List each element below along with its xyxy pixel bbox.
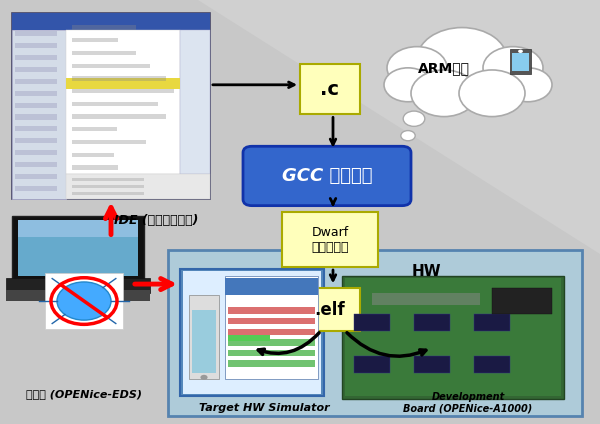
Bar — [180, 269, 324, 396]
Bar — [345, 278, 561, 396]
Circle shape — [57, 282, 111, 320]
Bar — [300, 288, 360, 331]
Bar — [228, 350, 315, 356]
Circle shape — [401, 131, 415, 141]
Text: 디버거 (OPENice-EDS): 디버거 (OPENice-EDS) — [26, 388, 142, 399]
Text: HW: HW — [411, 264, 441, 279]
Circle shape — [504, 68, 552, 102]
Bar — [72, 38, 158, 42]
Bar — [72, 185, 144, 188]
Bar — [15, 114, 57, 120]
Bar — [15, 55, 57, 60]
Text: Target HW Simulator: Target HW Simulator — [199, 403, 329, 413]
Polygon shape — [198, 0, 600, 254]
Text: GCC 컴파일러: GCC 컴파일러 — [282, 167, 372, 185]
Text: Dwarf
디버깅정보: Dwarf 디버깅정보 — [311, 226, 349, 254]
Bar — [6, 278, 150, 293]
Bar — [372, 293, 480, 305]
Bar — [15, 103, 57, 108]
Bar — [168, 250, 582, 416]
Bar — [72, 89, 122, 93]
Bar — [474, 314, 510, 331]
Bar — [510, 49, 531, 74]
Bar — [72, 51, 167, 55]
Text: Development
Board (OPENice-A1000): Development Board (OPENice-A1000) — [403, 392, 533, 413]
Bar — [15, 91, 57, 96]
Bar — [12, 13, 210, 30]
Bar — [414, 356, 450, 373]
Bar — [72, 178, 144, 181]
Bar — [512, 53, 529, 71]
Circle shape — [200, 375, 208, 380]
Bar — [15, 43, 57, 48]
Circle shape — [403, 111, 425, 126]
Bar — [6, 290, 150, 301]
Bar — [12, 216, 144, 280]
Bar — [228, 307, 315, 314]
Bar — [72, 153, 160, 157]
Circle shape — [417, 28, 507, 91]
Bar — [228, 318, 315, 324]
Bar — [474, 356, 510, 373]
Circle shape — [518, 50, 523, 53]
Bar — [15, 186, 57, 191]
Bar — [66, 78, 180, 89]
Text: ARM구조: ARM구조 — [418, 61, 470, 75]
Bar — [72, 114, 163, 119]
Bar — [414, 314, 450, 331]
Bar — [225, 276, 318, 379]
Bar — [72, 64, 149, 68]
Circle shape — [400, 147, 410, 154]
Text: IDE (통합개발환경): IDE (통합개발환경) — [114, 214, 198, 227]
Bar — [300, 64, 360, 114]
Bar — [228, 329, 315, 335]
Bar — [192, 310, 216, 373]
Bar — [72, 140, 132, 144]
Circle shape — [459, 70, 525, 117]
Bar — [492, 288, 552, 314]
Bar — [72, 25, 161, 30]
Bar — [66, 30, 180, 174]
Bar — [45, 273, 123, 329]
Circle shape — [384, 68, 432, 102]
Text: .elf: .elf — [314, 301, 346, 318]
Bar — [180, 30, 210, 174]
Bar — [228, 360, 315, 367]
Bar — [228, 339, 315, 346]
Bar — [15, 126, 57, 131]
Bar — [72, 76, 146, 81]
Circle shape — [411, 70, 477, 117]
Circle shape — [387, 47, 447, 89]
Bar — [354, 356, 390, 373]
Bar — [15, 174, 57, 179]
Bar — [66, 174, 210, 199]
Bar — [282, 212, 378, 267]
Bar — [228, 335, 270, 341]
Bar — [342, 276, 564, 399]
Bar — [15, 150, 57, 155]
Bar — [18, 220, 138, 276]
Bar — [189, 295, 219, 379]
Bar — [18, 220, 138, 237]
Circle shape — [483, 47, 543, 89]
Bar — [12, 30, 66, 199]
FancyBboxPatch shape — [243, 146, 411, 206]
Bar — [12, 13, 210, 199]
Bar — [225, 278, 318, 295]
Bar — [72, 127, 145, 131]
Bar — [354, 314, 390, 331]
Bar — [72, 102, 152, 106]
Bar — [15, 79, 57, 84]
Text: .c: .c — [320, 80, 340, 98]
Bar — [183, 271, 321, 394]
Bar — [15, 67, 57, 72]
Bar — [72, 192, 144, 195]
Bar — [15, 31, 57, 36]
Bar — [15, 162, 57, 167]
Bar — [72, 165, 147, 170]
Bar — [15, 138, 57, 143]
